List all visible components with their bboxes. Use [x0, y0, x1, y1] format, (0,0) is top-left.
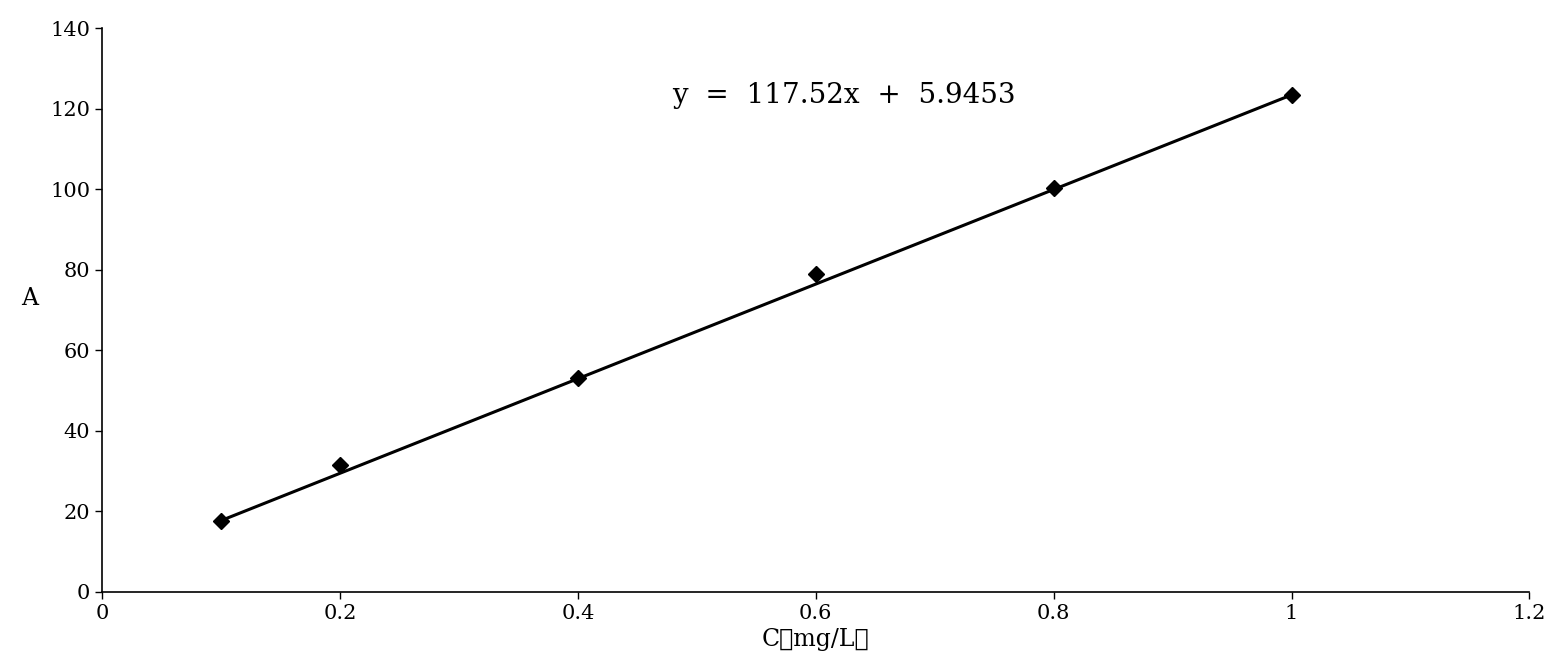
Text: y  =  117.52x  +  5.9453: y = 117.52x + 5.9453 [672, 83, 1015, 110]
Y-axis label: A: A [20, 287, 38, 310]
X-axis label: C（mg/L）: C（mg/L） [762, 628, 870, 651]
